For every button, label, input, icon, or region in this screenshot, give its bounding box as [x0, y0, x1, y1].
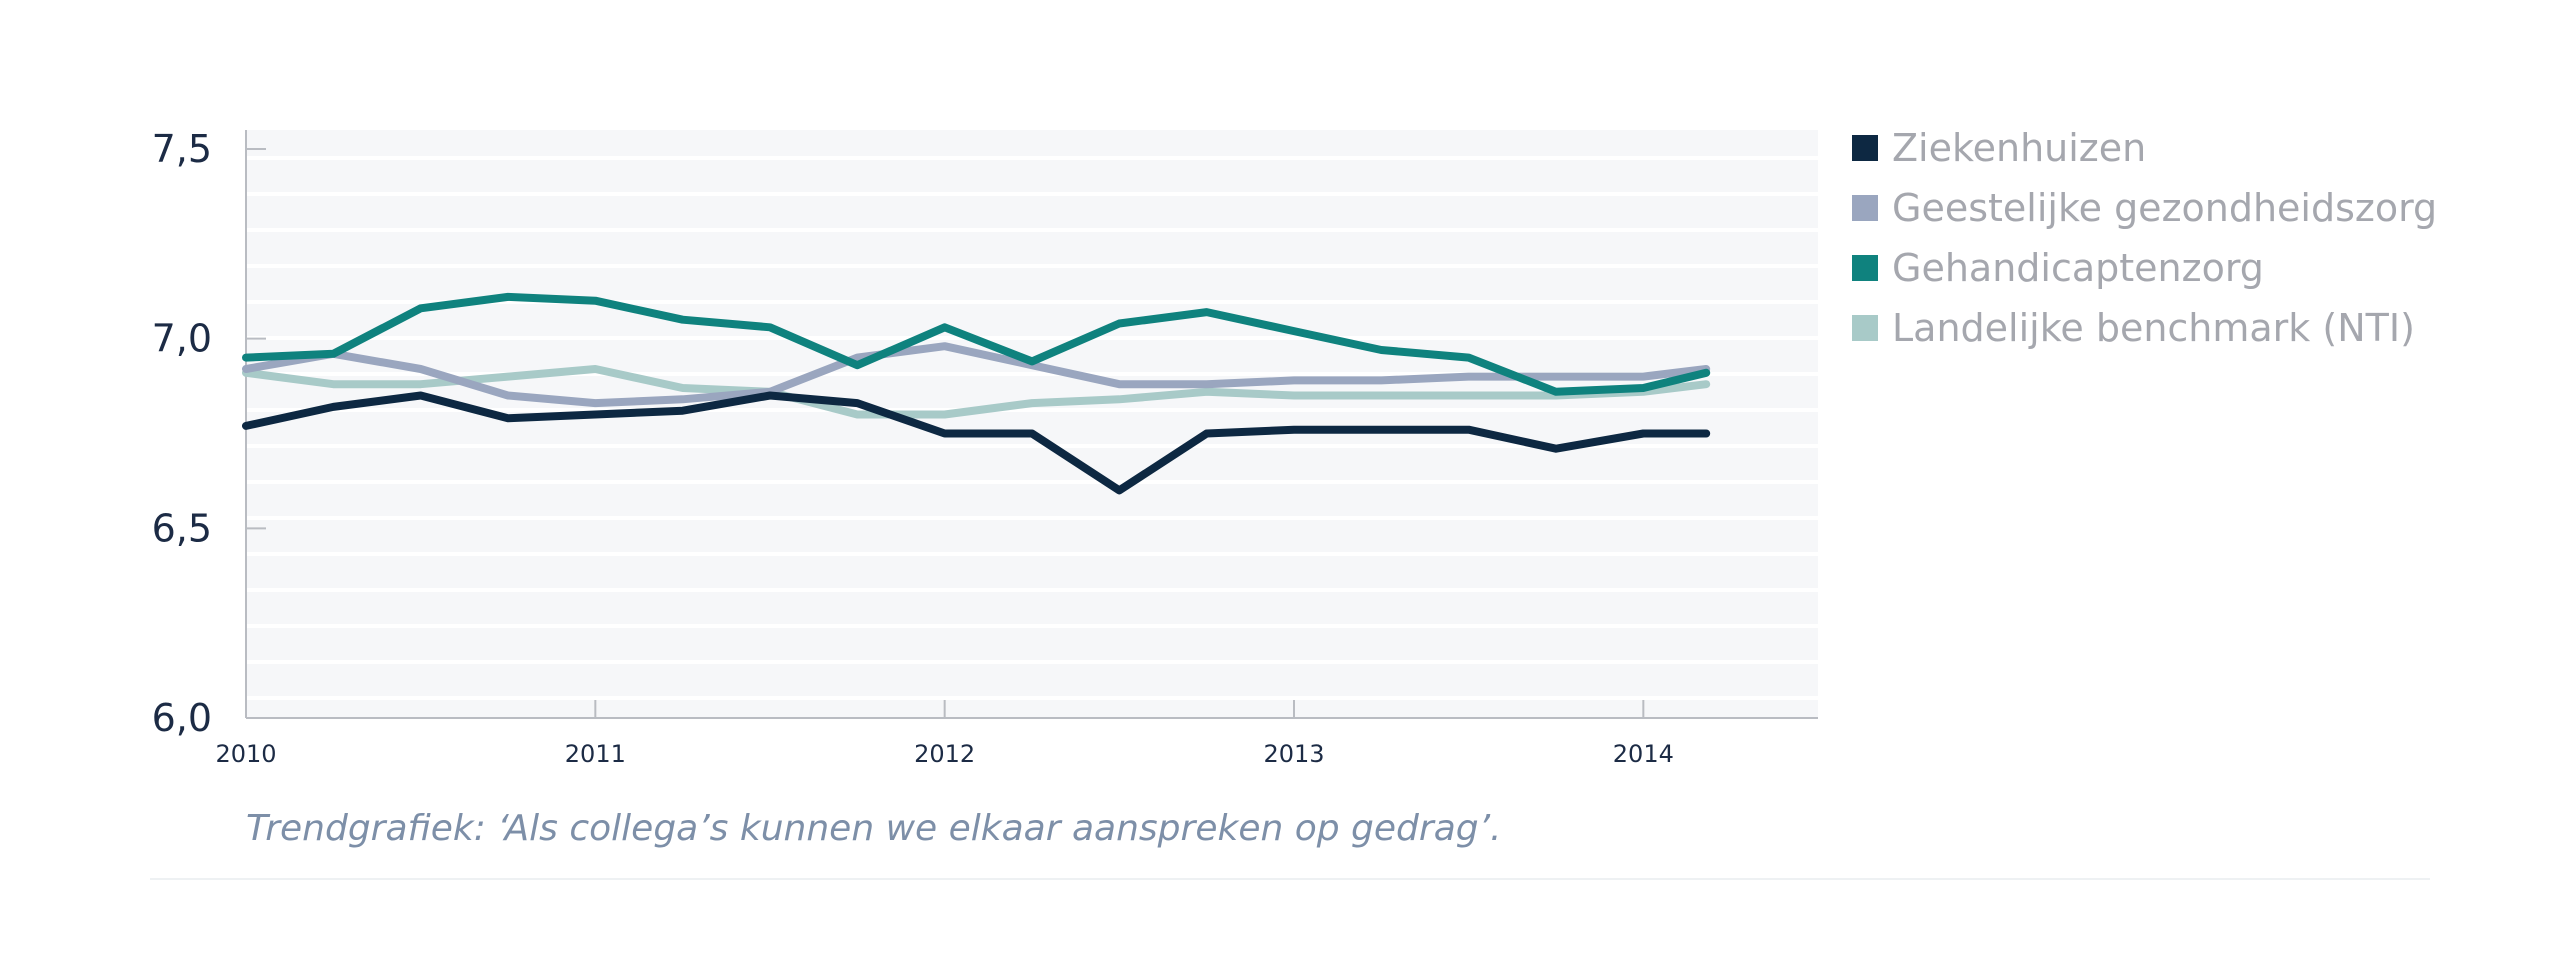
plot-background [246, 130, 1818, 718]
legend-label: Landelijke benchmark (NTI) [1892, 306, 2415, 350]
legend-swatch [1852, 255, 1878, 281]
y-tick-label: 6,5 [152, 506, 212, 550]
legend-item-gehandicaptenzorg: Gehandicaptenzorg [1852, 238, 2437, 298]
grid-stripe [246, 480, 1818, 484]
legend: Ziekenhuizen Geestelijke gezondheidszorg… [1852, 118, 2437, 358]
y-tick-label: 7,5 [152, 127, 212, 171]
legend-item-benchmark: Landelijke benchmark (NTI) [1852, 298, 2437, 358]
grid-stripe [246, 300, 1818, 304]
chart-caption: Trendgrafiek: ‘Als collega’s kunnen we e… [246, 808, 1502, 849]
grid-stripe [246, 228, 1818, 232]
y-tick-label: 7,0 [152, 317, 212, 361]
grid-stripe [246, 624, 1818, 628]
grid-stripe [246, 444, 1818, 448]
legend-label: Geestelijke gezondheidszorg [1892, 186, 2438, 230]
y-axis-ticks: 7,5 7,0 6,5 6,0 [152, 127, 266, 740]
grid-stripe [246, 156, 1818, 160]
x-tick-label: 2014 [1613, 740, 1674, 768]
grid-stripe [246, 696, 1818, 700]
legend-swatch [1852, 315, 1878, 341]
legend-swatch [1852, 195, 1878, 221]
plot-area [246, 130, 1818, 718]
grid-stripe [246, 516, 1818, 520]
grid-stripe [246, 660, 1818, 664]
y-tick-label: 6,0 [152, 696, 212, 740]
legend-label: Ziekenhuizen [1892, 126, 2147, 170]
series-line [242, 342, 1711, 408]
x-tick-label: 2011 [565, 740, 626, 768]
x-axis-ticks: 2010 2011 2012 2013 2014 [215, 700, 1674, 768]
grid-stripe [246, 588, 1818, 592]
grid-stripe [246, 408, 1818, 412]
grid-stripe [246, 192, 1818, 196]
grid-stripe [246, 336, 1818, 340]
grid-stripe [246, 552, 1818, 556]
legend-label: Gehandicaptenzorg [1892, 246, 2264, 290]
legend-item-ggz: Geestelijke gezondheidszorg [1852, 178, 2437, 238]
x-tick-label: 2012 [914, 740, 975, 768]
x-tick-label: 2010 [215, 740, 276, 768]
x-tick-label: 2013 [1263, 740, 1324, 768]
legend-swatch [1852, 135, 1878, 161]
grid-stripe [246, 264, 1818, 268]
legend-item-ziekenhuizen: Ziekenhuizen [1852, 118, 2437, 178]
series-line [242, 365, 1711, 419]
grid-stripe [246, 372, 1818, 376]
divider [150, 878, 2430, 880]
series-lines [242, 292, 1711, 495]
series-line [242, 391, 1711, 495]
series-line [242, 292, 1711, 396]
